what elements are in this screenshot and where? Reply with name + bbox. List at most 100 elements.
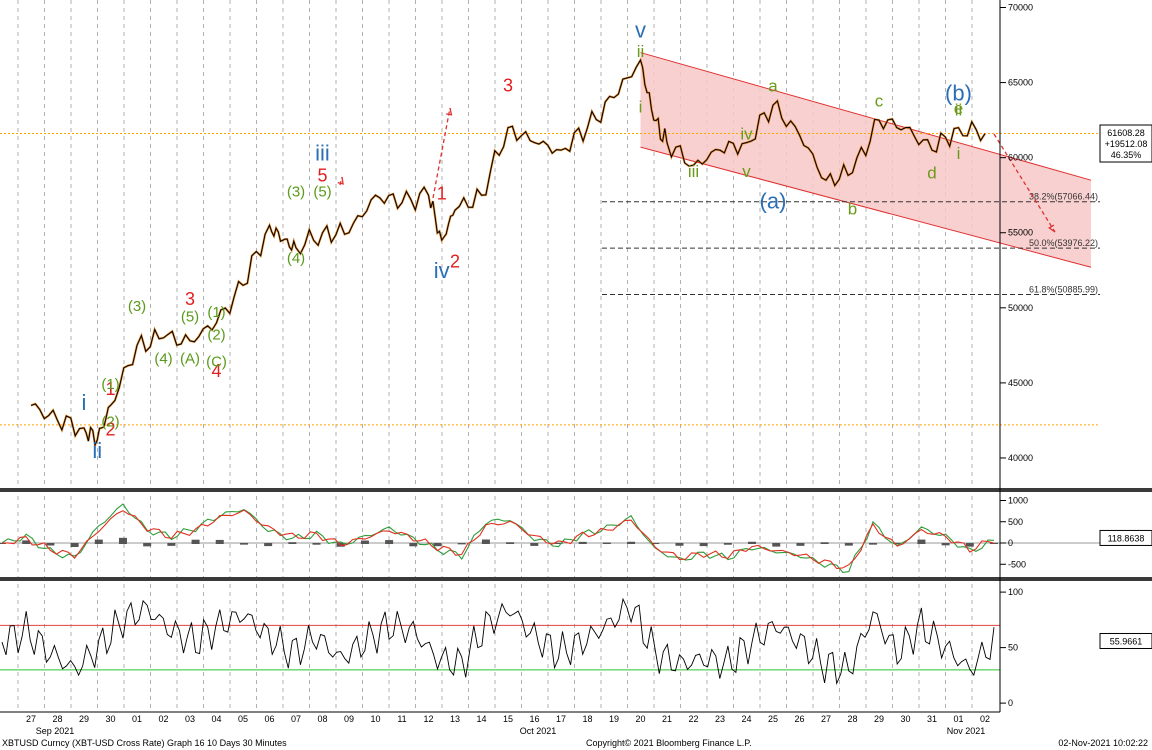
price-last-value (1099, 124, 1152, 163)
oscillator-histogram-bar (239, 543, 248, 545)
footer-timestamp: 02-Nov-2021 10:02:22 (1058, 738, 1148, 748)
oscillator-series-line (1, 503, 995, 573)
wave-label: c (875, 92, 884, 111)
channel-fill (640, 52, 1091, 268)
oscillator-histogram-bar (941, 543, 950, 546)
wave-label: (2) (207, 326, 225, 343)
x-tick-label: 08 (317, 714, 327, 724)
oscillator-histogram-bar (820, 542, 829, 544)
oscillator-histogram-bar (191, 539, 200, 544)
oscillator-histogram-bar (917, 539, 926, 544)
oscillator-histogram-bar (118, 537, 127, 544)
x-month-label: Oct 2021 (520, 726, 557, 736)
fib-level-label: 38.2%(57066.44) (1029, 192, 1098, 202)
wave-label: (b) (945, 81, 972, 106)
x-tick-label: 05 (238, 714, 248, 724)
x-tick-label: 25 (768, 714, 778, 724)
oscillator-histogram-bar (772, 543, 781, 547)
x-tick-label: 20 (635, 714, 645, 724)
wave-label: 5 (317, 166, 327, 186)
rsi-last-value (1099, 632, 1152, 649)
oscillator-histogram-bar (433, 543, 442, 547)
wave-label: e (954, 99, 963, 118)
x-tick-label: 09 (344, 714, 354, 724)
wave-label: i (82, 390, 87, 415)
oscillator-histogram-bar (723, 543, 732, 545)
x-tick-label: 18 (582, 714, 592, 724)
projection-arrow-up-head (446, 107, 453, 116)
oscillator-histogram-bar (288, 542, 297, 544)
panel-separator (0, 488, 1152, 492)
x-tick-label: 27 (821, 714, 831, 724)
x-tick-label: 28 (52, 714, 62, 724)
y-tick-label: 65000 (1008, 78, 1033, 88)
wave-label: (3) (128, 298, 146, 315)
wave-label: 3 (503, 76, 513, 96)
fib-level-label: 50.0%(53976.22) (1029, 238, 1098, 248)
y-tick-label: 0 (1008, 538, 1013, 548)
wave-label: iv (434, 258, 450, 283)
price-last-value-text: +19512.08 (1105, 139, 1148, 149)
channel-lower-line (640, 146, 1092, 268)
footer-copyright: Copyright© 2021 Bloomberg Finance L.P. (586, 738, 752, 748)
oscillator-histogram-bar (965, 543, 974, 547)
x-tick-label: 29 (79, 714, 89, 724)
y-tick-label: 45000 (1008, 378, 1033, 388)
oscillator-histogram-bar (506, 542, 515, 544)
y-tick-label: 60000 (1008, 153, 1033, 163)
wave-label: ii (92, 438, 102, 463)
x-tick-label: 03 (185, 714, 195, 724)
x-month-label: Nov 2021 (947, 726, 986, 736)
footer: XBTUSD Curncy (XBT-USD Cross Rate) Graph… (0, 736, 1152, 750)
oscillator-histogram-bar (748, 541, 757, 544)
rsi-series-line (1, 597, 995, 686)
oscillator-histogram-bar (385, 540, 394, 544)
wave-label: 4 (211, 361, 221, 381)
price-last-value-text: 61608.28 (1107, 128, 1145, 138)
x-tick-label: 07 (291, 714, 301, 724)
projection-arrow-down (993, 133, 1056, 233)
x-tick-label: 16 (529, 714, 539, 724)
y-tick-label: 40000 (1008, 453, 1033, 463)
wave-label: 1 (437, 184, 447, 204)
y-tick-label: 500 (1008, 517, 1023, 527)
wave-label: iii (688, 162, 699, 181)
fib-level-label: 61.8%(50885.99) (1029, 285, 1098, 295)
oscillator-histogram-bar (215, 539, 224, 544)
wave-label: (1) (207, 304, 225, 321)
oscillator-histogram-bar (844, 543, 853, 546)
wave-label: a (768, 77, 778, 96)
oscillator-histogram-bar (578, 541, 587, 544)
x-tick-label: 23 (715, 714, 725, 724)
x-tick-label: 29 (874, 714, 884, 724)
x-tick-label: 31 (927, 714, 937, 724)
y-tick-label: 50000 (1008, 303, 1033, 313)
oscillator-histogram-bar (312, 543, 321, 545)
wave-label: (4) (154, 350, 172, 367)
x-tick-label: 30 (105, 714, 115, 724)
x-tick-label: 30 (900, 714, 910, 724)
oscillator-histogram-bar (796, 543, 805, 546)
oscillator-histogram-bar (869, 543, 878, 545)
y-tick-label: 70000 (1008, 3, 1033, 13)
x-tick-label: 01 (132, 714, 142, 724)
oscillator-histogram-bar (699, 543, 708, 547)
x-tick-label: 22 (688, 714, 698, 724)
panel-separator (0, 577, 1152, 581)
x-tick-label: 02 (158, 714, 168, 724)
wave-label: iii (315, 141, 330, 166)
oscillator-histogram-bar (481, 539, 490, 544)
x-tick-label: 02 (980, 714, 990, 724)
x-tick-label: 21 (662, 714, 672, 724)
oscillator-histogram-bar (167, 543, 176, 546)
wave-label: (A) (180, 350, 200, 367)
oscillator-histogram-bar (264, 543, 273, 547)
y-tick-label: 1000 (1008, 496, 1028, 506)
oscillator-series-line (1, 509, 995, 570)
wave-label: i (957, 144, 961, 163)
x-tick-label: 28 (847, 714, 857, 724)
x-tick-label: 15 (503, 714, 513, 724)
x-month-label: Sep 2021 (36, 726, 75, 736)
